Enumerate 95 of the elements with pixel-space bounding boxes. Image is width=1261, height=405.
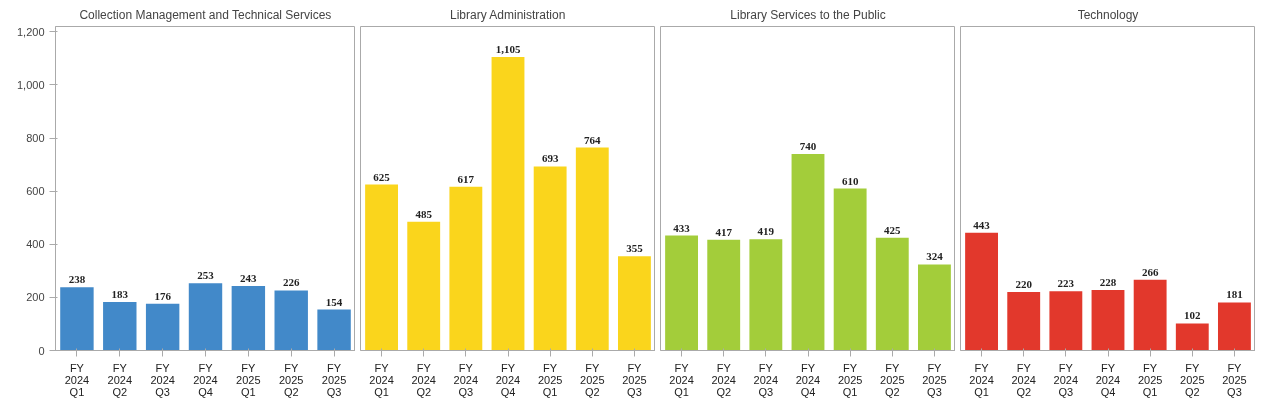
data-label: 425: [884, 223, 902, 236]
y-tick-label: 400: [26, 238, 45, 251]
x-tick-label: FY 2024 Q4: [193, 361, 218, 398]
data-label: 154: [325, 295, 343, 308]
x-tick-label: FY 2024 Q1: [369, 361, 394, 398]
data-label: 324: [926, 250, 944, 263]
bar: [875, 237, 909, 351]
data-label: 243: [240, 271, 258, 284]
bar: [833, 188, 867, 351]
data-label: 238: [68, 273, 86, 286]
data-label: 223: [1057, 277, 1075, 290]
bar: [103, 301, 137, 351]
chart-title: Technology: [1077, 7, 1139, 22]
data-label: 266: [1141, 265, 1159, 278]
bar: [1133, 279, 1167, 351]
bar: [707, 239, 741, 351]
x-tick-label: FY 2024 Q2: [1011, 361, 1036, 398]
y-tick-label: 200: [26, 291, 45, 304]
x-tick-label: FY 2025 Q1: [236, 361, 261, 398]
x-tick-label: FY 2025 Q2: [880, 361, 905, 398]
bar: [749, 239, 783, 351]
bar: [317, 309, 351, 351]
data-label: 226: [282, 276, 300, 289]
x-tick-label: FY 2025 Q3: [321, 361, 347, 398]
y-tick-label: 1,200: [16, 25, 45, 38]
x-tick-label: FY 2024 Q4: [495, 361, 521, 398]
x-tick-label: FY 2024 Q1: [669, 361, 694, 398]
x-tick-label: FY 2024 Q1: [969, 361, 994, 398]
bar: [575, 147, 609, 351]
bar: [491, 57, 525, 351]
bar: [145, 303, 180, 351]
x-tick-label: FY 2024 Q4: [795, 361, 821, 398]
x-tick-label: FY 2025 Q3: [1222, 361, 1247, 398]
data-label: 625: [373, 170, 391, 183]
x-tick-label: FY 2025 Q2: [580, 361, 605, 398]
x-tick-label: FY 2024 Q2: [107, 361, 133, 398]
data-label: 740: [799, 139, 817, 152]
bar: [60, 287, 94, 351]
x-tick-label: FY 2024 Q3: [453, 361, 479, 398]
bar: [449, 186, 483, 351]
bar: [407, 221, 441, 351]
x-tick-label: FY 2024 Q4: [1095, 361, 1121, 398]
x-tick-label: FY 2025 Q1: [837, 361, 863, 398]
x-tick-label: FY 2024 Q2: [411, 361, 436, 398]
bar: [231, 285, 266, 351]
data-label: 610: [841, 174, 859, 187]
data-label: 228: [1099, 275, 1117, 288]
bar: [1175, 323, 1209, 351]
data-label: 764: [584, 133, 602, 146]
bar: [617, 256, 651, 351]
x-tick-label: FY 2025 Q2: [278, 361, 304, 398]
bar: [188, 283, 223, 351]
data-label: 181: [1226, 288, 1243, 301]
x-tick-label: FY 2024 Q2: [711, 361, 736, 398]
x-tick-label: FY 2024 Q3: [1053, 361, 1079, 398]
data-label: 693: [541, 152, 559, 165]
bar: [965, 232, 999, 351]
x-tick-label: FY 2024 Q3: [753, 361, 779, 398]
y-tick-label: 1,000: [16, 78, 45, 91]
x-tick-label: FY 2025 Q1: [1137, 361, 1163, 398]
data-label: 417: [715, 225, 733, 238]
bar: [533, 166, 567, 351]
y-tick-label: 0: [38, 344, 45, 357]
x-tick-label: FY 2025 Q3: [922, 361, 947, 398]
chart-title: Library Administration: [449, 7, 566, 22]
x-tick-label: FY 2025 Q3: [622, 361, 647, 398]
y-tick-label: 800: [26, 132, 45, 145]
x-tick-label: FY 2024 Q3: [150, 361, 175, 398]
bar: [365, 184, 399, 351]
bar: [1217, 302, 1251, 351]
data-label: 220: [1015, 278, 1033, 291]
data-label: 617: [457, 172, 475, 185]
chart-title: Collection Management and Technical Services: [79, 7, 332, 22]
bar: [1091, 289, 1125, 351]
x-tick-label: FY 2025 Q1: [537, 361, 563, 398]
bar: [665, 235, 699, 351]
x-tick-label: FY 2025 Q2: [1180, 361, 1205, 398]
y-tick-label: 600: [26, 185, 45, 198]
bar: [1007, 292, 1041, 351]
data-label: 485: [415, 207, 433, 220]
data-label: 355: [626, 242, 644, 255]
chart-title: Library Services to the Public: [730, 7, 886, 22]
data-label: 176: [154, 289, 172, 302]
bar: [791, 153, 825, 351]
bar: [274, 290, 308, 351]
data-label: 253: [197, 269, 215, 282]
data-label: 443: [973, 218, 991, 231]
x-tick-label: FY 2024 Q1: [64, 361, 90, 398]
data-label: 419: [757, 225, 775, 238]
data-label: 102: [1184, 309, 1202, 322]
data-label: 433: [673, 221, 691, 234]
data-label: 183: [111, 287, 129, 300]
data-label: 1,105: [495, 43, 521, 56]
bar: [1049, 291, 1083, 351]
bar: [917, 264, 951, 351]
